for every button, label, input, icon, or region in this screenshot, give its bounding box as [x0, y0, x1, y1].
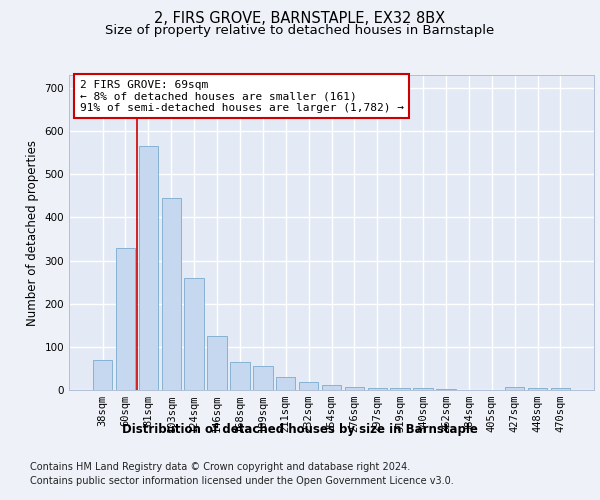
Bar: [413, 388, 433, 390]
Bar: [253, 366, 272, 390]
Text: Size of property relative to detached houses in Barnstaple: Size of property relative to detached ho…: [106, 24, 494, 37]
Text: 2 FIRS GROVE: 69sqm
← 8% of detached houses are smaller (161)
91% of semi-detach: 2 FIRS GROVE: 69sqm ← 8% of detached hou…: [79, 80, 404, 113]
Bar: [139, 146, 158, 390]
Bar: [161, 198, 181, 390]
Bar: [322, 385, 341, 390]
Text: 2, FIRS GROVE, BARNSTAPLE, EX32 8BX: 2, FIRS GROVE, BARNSTAPLE, EX32 8BX: [154, 11, 446, 26]
Bar: [208, 336, 227, 390]
Bar: [528, 388, 547, 390]
Bar: [184, 278, 204, 390]
Bar: [299, 382, 319, 390]
Bar: [116, 248, 135, 390]
Text: Distribution of detached houses by size in Barnstaple: Distribution of detached houses by size …: [122, 422, 478, 436]
Bar: [505, 387, 524, 390]
Bar: [230, 362, 250, 390]
Bar: [551, 388, 570, 390]
Text: Contains HM Land Registry data © Crown copyright and database right 2024.: Contains HM Land Registry data © Crown c…: [30, 462, 410, 472]
Bar: [368, 388, 387, 390]
Bar: [93, 360, 112, 390]
Bar: [344, 387, 364, 390]
Text: Contains public sector information licensed under the Open Government Licence v3: Contains public sector information licen…: [30, 476, 454, 486]
Bar: [391, 388, 410, 390]
Bar: [276, 377, 295, 390]
Bar: [436, 388, 455, 390]
Y-axis label: Number of detached properties: Number of detached properties: [26, 140, 39, 326]
